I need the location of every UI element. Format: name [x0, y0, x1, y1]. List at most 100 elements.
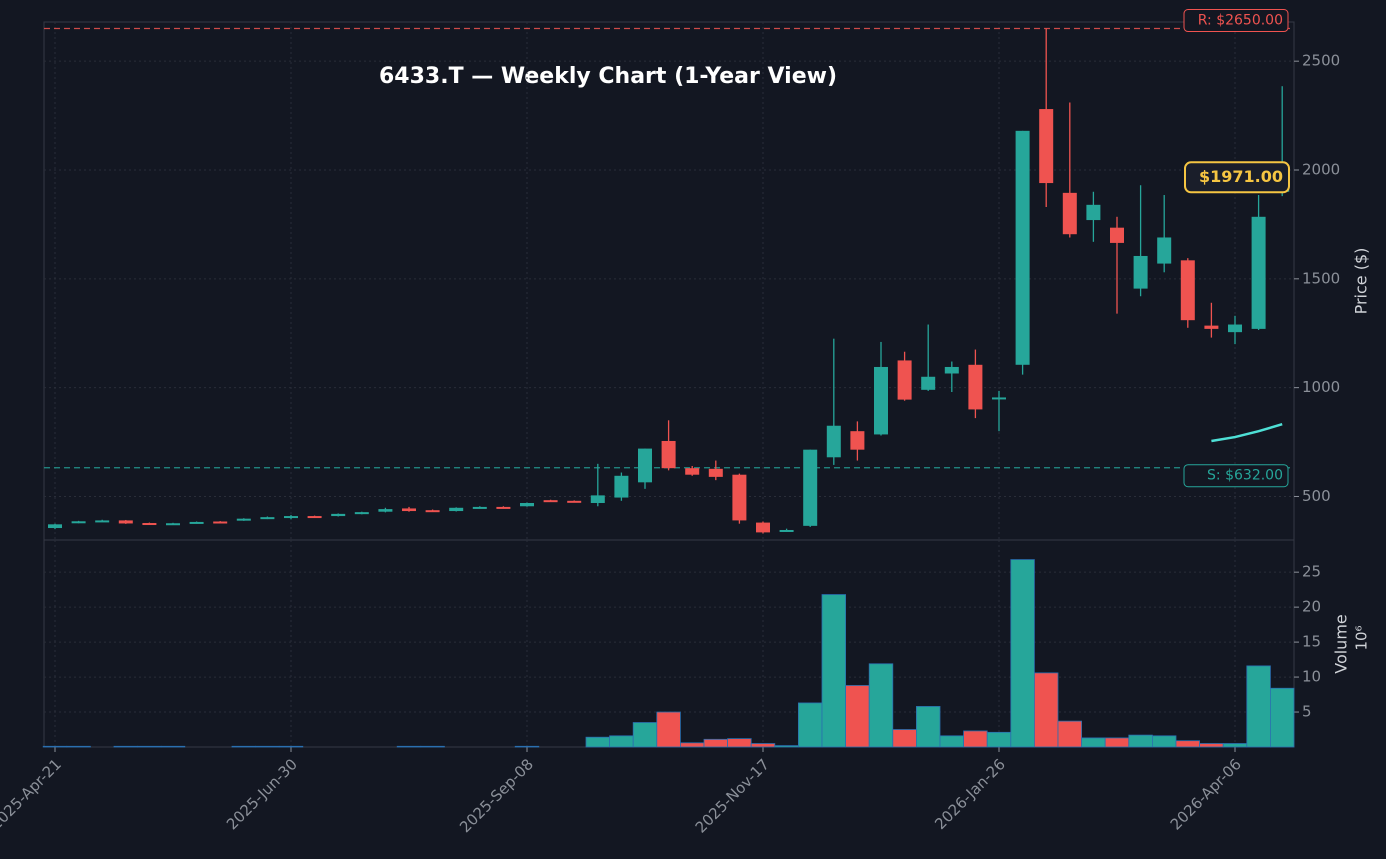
volume-bar	[231, 745, 257, 748]
candle-body	[1157, 237, 1172, 264]
candle-body	[708, 468, 723, 477]
candle-body	[48, 524, 62, 529]
volume-bar	[986, 731, 1012, 748]
candle-body	[590, 495, 605, 503]
candle-body	[567, 500, 582, 503]
y-axis-label: Price ($)	[1352, 248, 1371, 315]
candle-body	[378, 509, 393, 512]
volume-bar	[798, 702, 823, 748]
resistance-label: R: $2650.00	[1198, 13, 1283, 29]
candle-body	[236, 518, 251, 521]
volume-bar	[42, 745, 68, 748]
volume-bar	[1175, 740, 1201, 748]
y-tick-label: 1000	[1302, 378, 1340, 396]
candle-body	[1086, 204, 1101, 221]
volume-bar	[632, 722, 658, 748]
candle-body	[1251, 216, 1266, 329]
candle-body	[472, 506, 487, 509]
y-tick-label: 25	[1302, 563, 1321, 581]
volume-bar	[821, 594, 847, 748]
volume-bar	[66, 745, 91, 748]
candle-body	[1015, 130, 1030, 365]
volume-bar	[1222, 743, 1248, 748]
resistance-badge	[1183, 9, 1289, 33]
volume-axis-label: Volume	[1332, 614, 1351, 674]
candle-body	[921, 376, 936, 390]
candle-body	[1180, 260, 1195, 321]
chart-title: 6433.T — Weekly Chart (1-Year View)	[379, 64, 837, 89]
last-price-label: $1971.00	[1199, 167, 1283, 186]
candle-body	[685, 468, 700, 475]
candle-body	[142, 523, 157, 526]
volume-bar	[1152, 735, 1177, 748]
y-tick-label: 2500	[1302, 52, 1340, 70]
volume-bar	[703, 738, 729, 748]
candle-body	[968, 364, 983, 410]
candle-body	[449, 507, 464, 512]
volume-bar	[160, 745, 186, 748]
candle-body	[779, 529, 794, 532]
volume-bar	[1104, 737, 1130, 748]
volume-bar	[774, 745, 799, 748]
candle-body	[331, 513, 346, 517]
candle-body	[1133, 255, 1148, 289]
volume-bar	[727, 738, 752, 748]
volume-bar	[420, 745, 445, 748]
y-tick-label: 5	[1302, 703, 1312, 721]
volume-bar	[585, 736, 611, 748]
volume-bar	[1270, 687, 1295, 748]
candle-body	[166, 523, 180, 526]
candle-body	[284, 516, 298, 519]
overlay-line	[1211, 423, 1283, 443]
volume-bar	[113, 745, 139, 748]
volume-bar	[1057, 720, 1083, 748]
volume-bar	[1010, 559, 1035, 748]
candle-body	[756, 522, 770, 533]
last-price-badge	[1184, 161, 1290, 194]
candle-body	[402, 508, 416, 512]
volume-bar	[892, 729, 917, 748]
volume-bar	[868, 663, 894, 748]
candle-body	[520, 503, 534, 507]
candle-body	[1062, 192, 1077, 235]
volume-bar	[680, 742, 705, 748]
candle-body	[260, 517, 275, 520]
candle-body	[189, 521, 204, 524]
candle-body	[803, 449, 818, 526]
volume-bar	[137, 745, 162, 748]
candle-body	[638, 448, 652, 483]
candle-body	[874, 366, 888, 435]
candle-body	[1204, 325, 1219, 329]
volume-bar	[656, 711, 681, 748]
y-tick-label: 10	[1302, 668, 1321, 686]
support-badge	[1183, 464, 1289, 488]
y-tick-label: 500	[1302, 487, 1331, 505]
volume-bar	[963, 730, 988, 748]
volume-bar	[1128, 734, 1153, 748]
volume-bar	[514, 745, 540, 748]
candle-body	[850, 431, 865, 450]
volume-bar	[939, 735, 965, 748]
candle-body	[661, 440, 676, 469]
volume-bar	[750, 743, 776, 748]
volume-bar	[278, 745, 304, 748]
candle-body	[1039, 109, 1054, 184]
candle-body	[826, 425, 841, 458]
candle-body	[425, 510, 440, 513]
volume-bar	[255, 745, 280, 748]
candle-body	[1228, 324, 1242, 333]
candle-body	[118, 520, 133, 524]
candle-body	[614, 475, 629, 498]
candle-body	[543, 500, 558, 503]
volume-bar	[396, 745, 422, 748]
volume-offset-label: 10⁶	[1353, 625, 1371, 650]
candle-body	[496, 506, 511, 509]
y-tick-label: 20	[1302, 598, 1321, 616]
candle-body	[897, 360, 912, 400]
candle-body	[71, 521, 86, 524]
volume-bar	[845, 685, 870, 748]
candle-body	[944, 366, 959, 374]
